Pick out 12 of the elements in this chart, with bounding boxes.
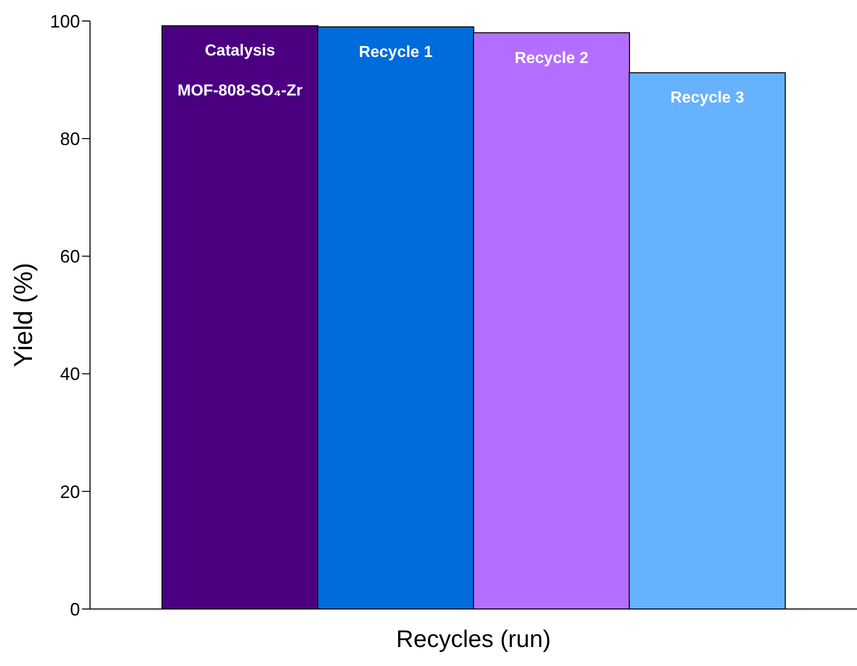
x-tick-label: Recycle 2 — [514, 50, 589, 67]
category-label: Catalysis MOF-808-SO₄-Zr — [178, 42, 302, 100]
y-axis-title: Yield (%) — [8, 262, 38, 368]
y-tick-label: 40 — [60, 364, 80, 384]
x-tick-label: Recycle 1 — [358, 44, 433, 61]
x-tick-label: Recycle 3 — [670, 90, 744, 107]
y-tick-label: 20 — [60, 482, 80, 502]
y-tick-label: 60 — [60, 246, 80, 267]
y-tick-label: 100 — [50, 11, 80, 32]
y-tick-label: 80 — [60, 128, 80, 149]
x-axis-title: Recycles (run) — [396, 626, 551, 653]
y-tick-label: 0 — [70, 599, 80, 620]
